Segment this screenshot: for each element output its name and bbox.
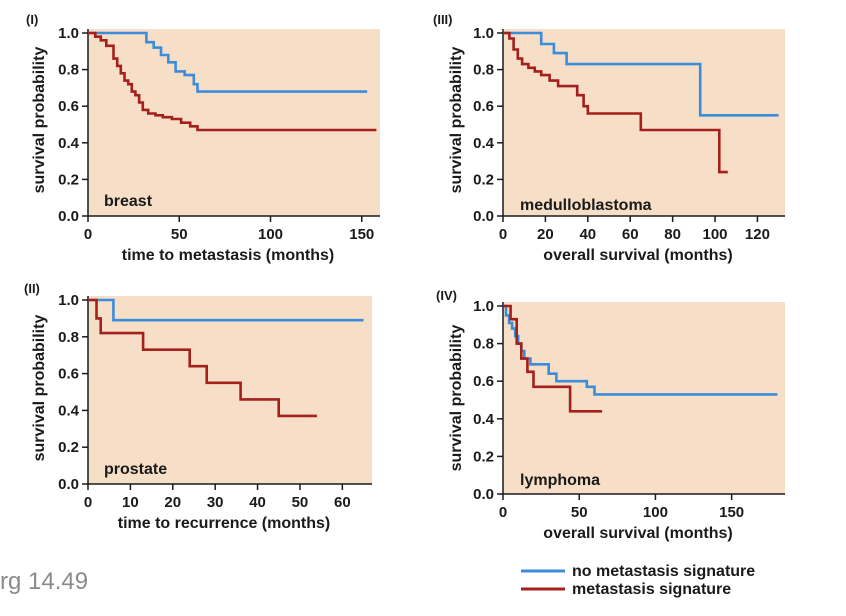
x-axis-label: time to recurrence (months) [118, 515, 330, 532]
x-tick-label: 120 [745, 226, 770, 243]
series-line-no-metastasis-signature [503, 31, 779, 117]
y-tick-label: 1.0 [58, 292, 79, 309]
x-tick-label: 50 [171, 226, 188, 243]
y-axis-label: survival probability [448, 325, 465, 472]
legend-label: metastasis signature [572, 581, 731, 598]
y-tick-label: 0.4 [473, 411, 495, 428]
panel-label: (II) [24, 281, 40, 296]
panel-label: (IV) [436, 288, 457, 303]
x-tick-label: 100 [258, 226, 283, 243]
y-tick-label: 1.0 [58, 25, 79, 42]
series-line-metastasis-signature [503, 304, 603, 413]
x-tick-label: 40 [249, 494, 266, 511]
y-axis-label: survival probability [31, 315, 48, 462]
x-tick-label: 0 [499, 504, 507, 521]
x-tick-label: 10 [122, 494, 139, 511]
x-tick-label: 100 [643, 504, 668, 521]
x-tick-label: 60 [334, 494, 351, 511]
series-line-metastasis-signature [88, 298, 317, 418]
series-line-metastasis-signature [503, 31, 728, 174]
y-tick-label: 0.0 [58, 208, 79, 225]
y-tick-label: 0.6 [58, 98, 79, 115]
y-tick-label: 0.6 [473, 373, 494, 390]
y-tick-label: 0.8 [473, 336, 494, 353]
x-tick-label: 60 [622, 226, 639, 243]
series-line-no-metastasis-signature [88, 298, 364, 322]
plot-background [503, 302, 785, 494]
panel-4: 0.0 0.2 0.4 0.6 0.8 1.0 0 50 100 150 overall survi… [436, 288, 785, 542]
tissue-label: medulloblastoma [520, 197, 652, 214]
x-tick-label: 40 [579, 226, 596, 243]
y-tick-label: 0.0 [473, 208, 494, 225]
figure-caption: rg 14.49 [0, 568, 89, 595]
x-axis-label: time to metastasis (months) [122, 247, 334, 264]
y-tick-label: 0.4 [58, 135, 80, 152]
y-tick-label: 0.8 [473, 62, 494, 79]
y-tick-label: 0.8 [58, 62, 79, 79]
x-tick-label: 20 [537, 226, 554, 243]
tissue-label: breast [104, 193, 153, 210]
x-tick-label: 150 [719, 504, 744, 521]
y-tick-label: 0.2 [58, 171, 79, 188]
y-tick-label: 0.4 [58, 402, 80, 419]
y-axis-label: survival probability [31, 47, 48, 194]
panel-3: 0.0 0.2 0.4 0.6 0.8 1.0 0 20 40 60 80 100 120 overall… [433, 12, 785, 264]
series-line-metastasis-signature [88, 31, 377, 132]
y-tick-label: 0.2 [58, 439, 79, 456]
panel-1: 0.0 0.2 0.4 0.6 0.8 1.0 0 50 100 150 time to metas… [26, 12, 380, 264]
x-tick-label: 0 [499, 226, 507, 243]
plot-background [503, 29, 785, 216]
y-axis-label: survival probability [448, 47, 465, 194]
y-tick-label: 1.0 [473, 25, 494, 42]
series-line-no-metastasis-signature [88, 31, 368, 93]
x-tick-label: 30 [207, 494, 224, 511]
tissue-label: lymphoma [520, 472, 600, 489]
panel-label: (III) [433, 12, 453, 27]
y-tick-label: 0.2 [473, 448, 494, 465]
panel-label: (I) [26, 12, 38, 27]
x-tick-label: 50 [571, 504, 588, 521]
tissue-label: prostate [104, 461, 167, 478]
y-tick-label: 0.0 [58, 476, 79, 493]
x-tick-label: 80 [664, 226, 681, 243]
x-tick-label: 50 [292, 494, 309, 511]
y-tick-label: 0.6 [58, 366, 79, 383]
y-tick-label: 1.0 [473, 298, 494, 315]
legend-label: no metastasis signature [572, 563, 755, 580]
x-axis-label: overall survival (months) [543, 525, 732, 542]
x-tick-label: 20 [164, 494, 181, 511]
series-line-no-metastasis-signature [503, 304, 778, 396]
x-axis-label: overall survival (months) [543, 247, 732, 264]
y-tick-label: 0.2 [473, 171, 494, 188]
y-tick-label: 0.4 [473, 135, 495, 152]
x-tick-label: 100 [703, 226, 728, 243]
y-tick-label: 0.6 [473, 98, 494, 115]
y-tick-label: 0.0 [473, 486, 494, 503]
plot-background [88, 296, 372, 484]
plot-background [88, 29, 380, 216]
x-tick-label: 0 [84, 494, 92, 511]
y-tick-label: 0.8 [58, 329, 79, 346]
x-tick-label: 0 [84, 226, 92, 243]
x-tick-label: 150 [349, 226, 374, 243]
